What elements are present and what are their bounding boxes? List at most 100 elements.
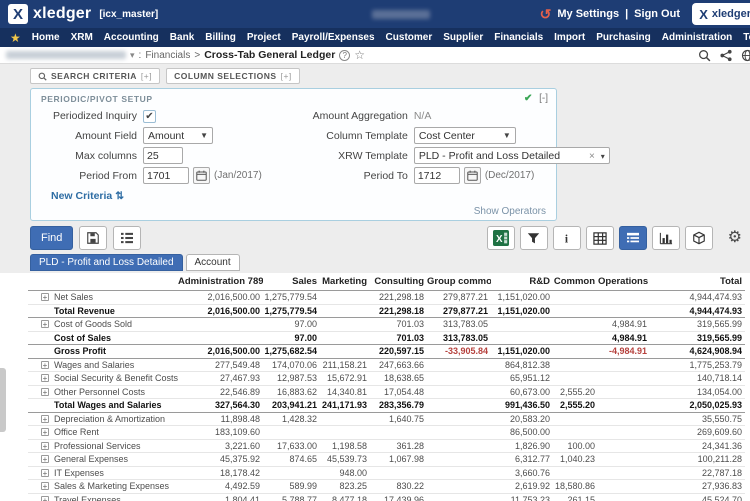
pivot-view-button[interactable] bbox=[618, 226, 647, 250]
nav-item-financials[interactable]: Financials bbox=[494, 32, 544, 43]
export-excel-button[interactable]: X bbox=[486, 226, 515, 250]
calendar-icon[interactable] bbox=[463, 167, 481, 184]
cell-value bbox=[598, 412, 650, 426]
row-label: Other Personnel Costs bbox=[54, 386, 146, 397]
list-icon bbox=[121, 232, 134, 244]
period-to-label: Period To bbox=[363, 169, 408, 182]
chevron-down-icon[interactable]: ▾ bbox=[130, 49, 135, 60]
nav-item-project[interactable]: Project bbox=[246, 32, 281, 43]
cell-value bbox=[553, 358, 598, 372]
breadcrumb-section[interactable]: Financials bbox=[145, 49, 191, 61]
cell-value: 65,951.12 bbox=[491, 371, 553, 386]
expand-indicator: [+] bbox=[140, 71, 153, 81]
info-button[interactable]: i bbox=[552, 226, 581, 250]
cell-value bbox=[427, 385, 491, 399]
new-criteria-link[interactable]: New Criteria ⇅ bbox=[51, 190, 546, 202]
column-header-r-d[interactable]: R&D bbox=[491, 273, 553, 291]
row-label: Cost of Sales bbox=[54, 332, 112, 343]
column-header-common[interactable]: Common bbox=[553, 273, 598, 291]
cell-value bbox=[650, 439, 674, 453]
expand-icon[interactable]: + bbox=[41, 468, 49, 478]
cell-value: 2,555.20 bbox=[553, 398, 598, 413]
cell-value: 14,340.81 bbox=[320, 385, 370, 399]
nav-item-purchasing[interactable]: Purchasing bbox=[596, 32, 651, 43]
expand-icon[interactable]: + bbox=[41, 293, 49, 302]
chart-view-button[interactable] bbox=[651, 226, 680, 250]
save-button[interactable] bbox=[79, 226, 108, 250]
find-button[interactable]: Find bbox=[30, 226, 74, 250]
show-operators-link[interactable]: Show Operators bbox=[473, 206, 546, 217]
nav-item-bank[interactable]: Bank bbox=[169, 32, 195, 43]
search-icon[interactable] bbox=[698, 49, 711, 62]
filter-button[interactable] bbox=[519, 226, 548, 250]
cell-value bbox=[598, 385, 650, 399]
expand-icon[interactable]: + bbox=[41, 374, 49, 383]
column-header-consulting[interactable]: Consulting bbox=[370, 273, 427, 291]
cube-view-button[interactable] bbox=[684, 226, 713, 250]
column-header-total[interactable]: Total bbox=[674, 273, 745, 291]
cell-value bbox=[650, 290, 674, 305]
nav-item-supplier[interactable]: Supplier bbox=[443, 32, 484, 43]
search-icon bbox=[38, 72, 47, 81]
sort-icon: ⇅ bbox=[115, 190, 125, 202]
list-view-button[interactable] bbox=[113, 226, 142, 250]
cell-value: 319,565.99 bbox=[674, 317, 745, 332]
history-icon[interactable]: ↺ bbox=[539, 5, 552, 22]
xledger-logo-icon[interactable]: X bbox=[8, 4, 28, 24]
left-panel-handle[interactable] bbox=[0, 368, 6, 432]
favorites-star-icon[interactable]: ★ bbox=[10, 30, 21, 45]
view-tab-account[interactable]: Account bbox=[185, 254, 240, 271]
periodized-inquiry-checkbox[interactable]: ✔ bbox=[143, 109, 156, 123]
column-header-sales[interactable]: Sales bbox=[263, 273, 320, 291]
expand-icon[interactable]: + bbox=[41, 441, 49, 451]
cell-value: 269,609.60 bbox=[674, 425, 745, 440]
gear-icon[interactable]: ⚙ bbox=[727, 229, 742, 246]
period-to-input[interactable] bbox=[413, 167, 460, 184]
page-star-icon[interactable]: ☆ bbox=[354, 48, 366, 62]
nav-item-customer[interactable]: Customer bbox=[385, 32, 433, 43]
expand-icon[interactable]: + bbox=[41, 482, 49, 491]
xrw-template-select[interactable]: PLD - Profit and Loss Detailed × ▾ bbox=[413, 147, 610, 164]
amount-field-value: Amount bbox=[148, 129, 185, 142]
column-header-operations[interactable]: Operations bbox=[598, 273, 650, 291]
nav-item-accounting[interactable]: Accounting bbox=[103, 32, 159, 43]
expand-icon[interactable]: + bbox=[41, 455, 49, 464]
globe-icon[interactable] bbox=[741, 49, 750, 62]
column-header-administration-789[interactable]: Administration 789 bbox=[178, 273, 263, 291]
expand-icon[interactable]: + bbox=[41, 320, 49, 329]
expand-icon[interactable]: + bbox=[41, 414, 49, 424]
bar-chart-icon bbox=[659, 232, 672, 244]
collapse-button[interactable]: [-] bbox=[539, 93, 548, 104]
caret-down-icon: ▼ bbox=[502, 131, 511, 140]
view-tab-pld-profit-and-loss-detailed[interactable]: PLD - Profit and Loss Detailed bbox=[30, 254, 183, 271]
nav-item-tools[interactable]: Tools bbox=[743, 32, 750, 43]
period-from-input[interactable] bbox=[143, 167, 189, 184]
my-settings-link[interactable]: My Settings bbox=[557, 8, 620, 20]
column-header-marketing[interactable]: Marketing bbox=[320, 273, 370, 291]
clear-icon[interactable]: × bbox=[588, 150, 595, 162]
column-header-group-common[interactable]: Group common bbox=[427, 273, 491, 291]
nav-item-xrm[interactable]: XRM bbox=[70, 32, 93, 43]
cell-value: 864,812.38 bbox=[491, 358, 553, 372]
column-selections-tab[interactable]: COLUMN SELECTIONS [+] bbox=[166, 68, 300, 84]
nav-item-administration[interactable]: Administration bbox=[661, 32, 733, 43]
cell-value bbox=[598, 493, 650, 501]
share-nodes-icon[interactable] bbox=[719, 49, 733, 62]
expand-icon[interactable]: + bbox=[41, 360, 49, 370]
search-criteria-tab[interactable]: SEARCH CRITERIA [+] bbox=[30, 68, 161, 84]
expand-icon[interactable]: + bbox=[41, 495, 49, 501]
nav-item-home[interactable]: Home bbox=[31, 32, 60, 43]
cell-value bbox=[650, 330, 674, 345]
expand-icon[interactable]: + bbox=[41, 428, 49, 437]
calendar-icon[interactable] bbox=[193, 167, 210, 184]
nav-item-import[interactable]: Import bbox=[554, 32, 586, 43]
grid-view-button[interactable] bbox=[585, 226, 614, 250]
column-template-select[interactable]: Cost Center ▼ bbox=[413, 127, 516, 144]
sign-out-link[interactable]: Sign Out bbox=[634, 8, 680, 20]
help-icon[interactable]: ? bbox=[339, 49, 351, 61]
nav-item-billing[interactable]: Billing bbox=[205, 32, 236, 43]
max-columns-input[interactable] bbox=[143, 147, 183, 164]
nav-item-payroll-expenses[interactable]: Payroll/Expenses bbox=[291, 32, 375, 43]
expand-icon[interactable]: + bbox=[41, 387, 49, 397]
amount-field-select[interactable]: Amount ▼ bbox=[143, 127, 213, 144]
